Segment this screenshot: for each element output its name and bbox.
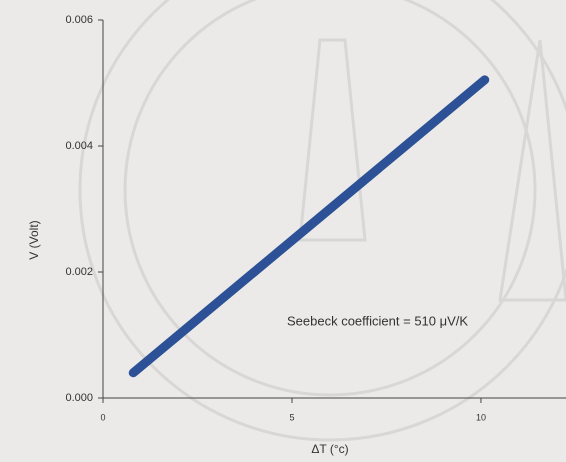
- y-tick-label: 0.004: [65, 140, 93, 152]
- watermark: [78, 0, 566, 442]
- x-tick-label: 0: [100, 412, 105, 422]
- x-tick-label: 10: [476, 412, 486, 422]
- y-tick-label: 0.006: [65, 14, 93, 26]
- x-tick-label: 5: [289, 412, 294, 422]
- x-axis-label: ΔT (°c): [311, 442, 348, 456]
- data-line: [128, 75, 490, 378]
- annotation: Seebeck coefficient = 510 μV/K: [287, 313, 468, 328]
- y-axis-label: V (Volt): [27, 220, 41, 259]
- y-tick-label: 0.000: [65, 392, 93, 404]
- y-tick-label: 0.002: [65, 266, 93, 278]
